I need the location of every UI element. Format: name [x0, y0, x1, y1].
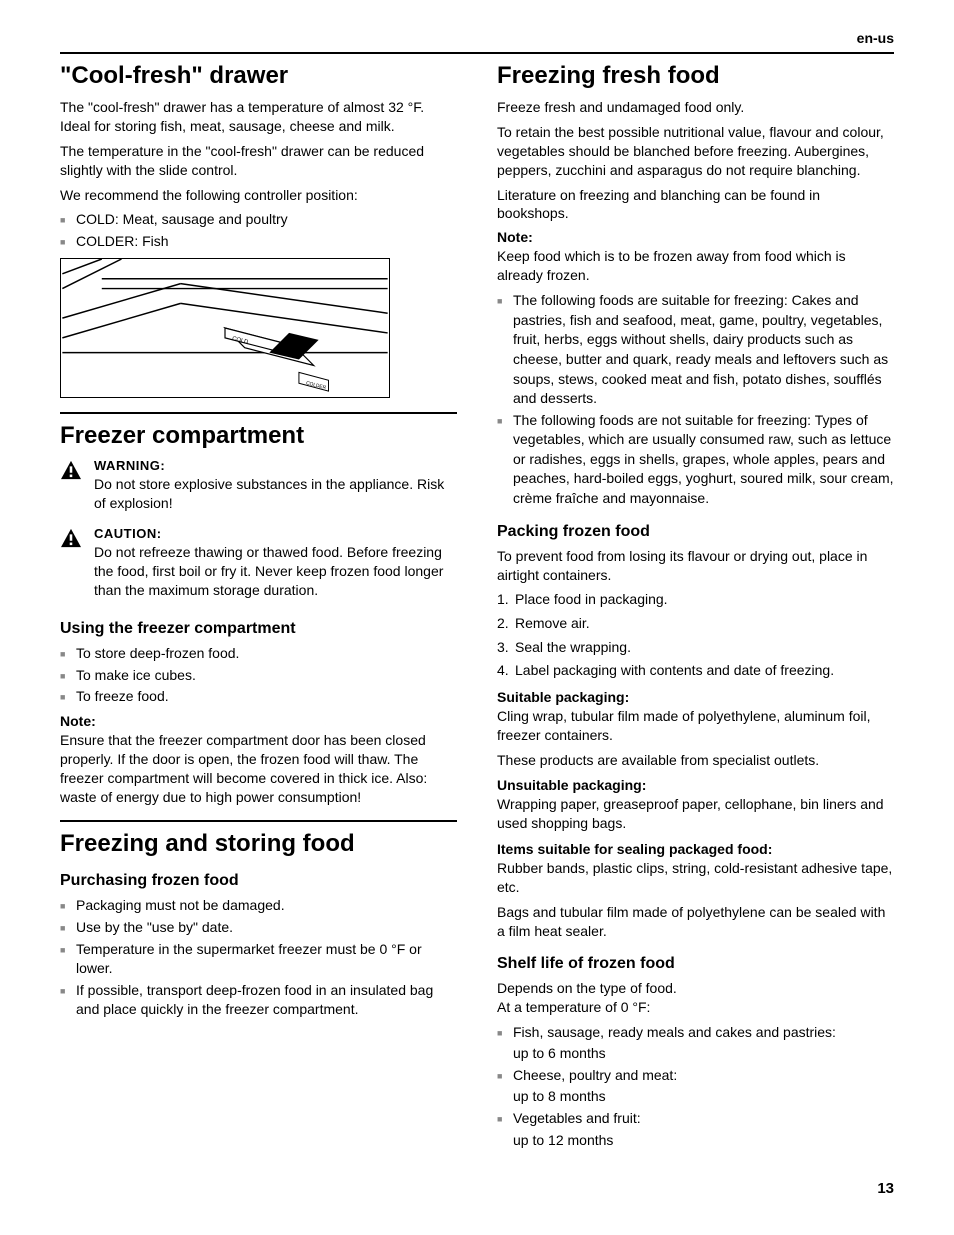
fresh-title: Freezing fresh food	[497, 62, 894, 90]
sealing-text: Rubber bands, plastic clips, string, col…	[497, 859, 894, 897]
coolfresh-p1: The "cool-fresh" drawer has a temperatur…	[60, 98, 457, 136]
packing-steps: 1.Place food in packaging. 2.Remove air.…	[497, 590, 894, 680]
coolfresh-p2: The temperature in the "cool-fresh" draw…	[60, 142, 457, 180]
list-item: 4.Label packaging with contents and date…	[497, 661, 894, 681]
page-number: 13	[60, 1180, 894, 1197]
note-label: Note:	[60, 713, 457, 729]
fresh-p3: Literature on freezing and blanching can…	[497, 186, 894, 224]
list-item: COLDER: Fish	[60, 232, 457, 252]
note-text: Ensure that the freezer compartment door…	[60, 731, 457, 807]
list-item: Vegetables and fruit: up to 12 months	[497, 1109, 894, 1150]
top-divider	[60, 52, 894, 54]
coolfresh-diagram: COLD COLDER	[60, 258, 390, 398]
using-freezer-items: To store deep-frozen food. To make ice c…	[60, 644, 457, 707]
caution-label: CAUTION:	[94, 526, 457, 541]
list-item: Cheese, poultry and meat: up to 8 months	[497, 1066, 894, 1107]
list-item: Temperature in the supermarket freezer m…	[60, 940, 457, 979]
list-item: Use by the "use by" date.	[60, 918, 457, 938]
warning-text: Do not store explosive substances in the…	[94, 475, 457, 513]
list-item: 3.Seal the wrapping.	[497, 638, 894, 658]
list-item: Packaging must not be damaged.	[60, 896, 457, 916]
page-header: en-us	[60, 30, 894, 46]
list-item: The following foods are not suitable for…	[497, 411, 894, 509]
sealing-text2: Bags and tubular film made of polyethyle…	[497, 903, 894, 941]
freezer-title: Freezer compartment	[60, 422, 457, 450]
caution-text: Do not refreeze thawing or thawed food. …	[94, 543, 457, 600]
list-item: If possible, transport deep-frozen food …	[60, 981, 457, 1020]
suitable-text: Cling wrap, tubular film made of polyeth…	[497, 707, 894, 745]
sealing-label: Items suitable for sealing packaged food…	[497, 841, 894, 857]
list-item: Fish, sausage, ready meals and cakes and…	[497, 1023, 894, 1064]
fresh-p2: To retain the best possible nutritional …	[497, 123, 894, 180]
list-item: The following foods are suitable for fre…	[497, 291, 894, 409]
coolfresh-title: "Cool-fresh" drawer	[60, 62, 457, 90]
unsuitable-label: Unsuitable packaging:	[497, 777, 894, 793]
note-text: Keep food which is to be frozen away fro…	[497, 247, 894, 285]
unsuitable-text: Wrapping paper, greaseproof paper, cello…	[497, 795, 894, 833]
section-divider	[60, 820, 457, 822]
caution-icon	[60, 528, 82, 548]
fresh-p1: Freeze fresh and undamaged food only.	[497, 98, 894, 117]
shelf-items: Fish, sausage, ready meals and cakes and…	[497, 1023, 894, 1151]
coolfresh-items: COLD: Meat, sausage and poultry COLDER: …	[60, 210, 457, 251]
packing-p1: To prevent food from losing its flavour …	[497, 547, 894, 585]
purchasing-title: Purchasing frozen food	[60, 872, 457, 890]
list-item: To freeze food.	[60, 687, 457, 707]
shelf-p2: At a temperature of 0 °F:	[497, 998, 894, 1017]
list-item: To make ice cubes.	[60, 666, 457, 686]
fresh-items: The following foods are suitable for fre…	[497, 291, 894, 509]
suitable-text2: These products are available from specia…	[497, 751, 894, 770]
list-item: To store deep-frozen food.	[60, 644, 457, 664]
storing-title: Freezing and storing food	[60, 830, 457, 858]
note-label: Note:	[497, 229, 894, 245]
coolfresh-p3: We recommend the following controller po…	[60, 186, 457, 205]
left-column: "Cool-fresh" drawer The "cool-fresh" dra…	[60, 62, 457, 1156]
suitable-label: Suitable packaging:	[497, 689, 894, 705]
list-item: 1.Place food in packaging.	[497, 590, 894, 610]
list-item: COLD: Meat, sausage and poultry	[60, 210, 457, 230]
right-column: Freezing fresh food Freeze fresh and und…	[497, 62, 894, 1156]
caution-block: CAUTION: Do not refreeze thawing or thaw…	[60, 526, 457, 606]
shelf-p1: Depends on the type of food.	[497, 979, 894, 998]
warning-block: WARNING: Do not store explosive substanc…	[60, 458, 457, 519]
two-column-layout: "Cool-fresh" drawer The "cool-fresh" dra…	[60, 62, 894, 1156]
shelf-title: Shelf life of frozen food	[497, 955, 894, 973]
warning-icon	[60, 460, 82, 480]
purchasing-items: Packaging must not be damaged. Use by th…	[60, 896, 457, 1020]
warning-label: WARNING:	[94, 458, 457, 473]
packing-title: Packing frozen food	[497, 523, 894, 541]
section-divider	[60, 412, 457, 414]
list-item: 2.Remove air.	[497, 614, 894, 634]
using-freezer-title: Using the freezer compartment	[60, 620, 457, 638]
